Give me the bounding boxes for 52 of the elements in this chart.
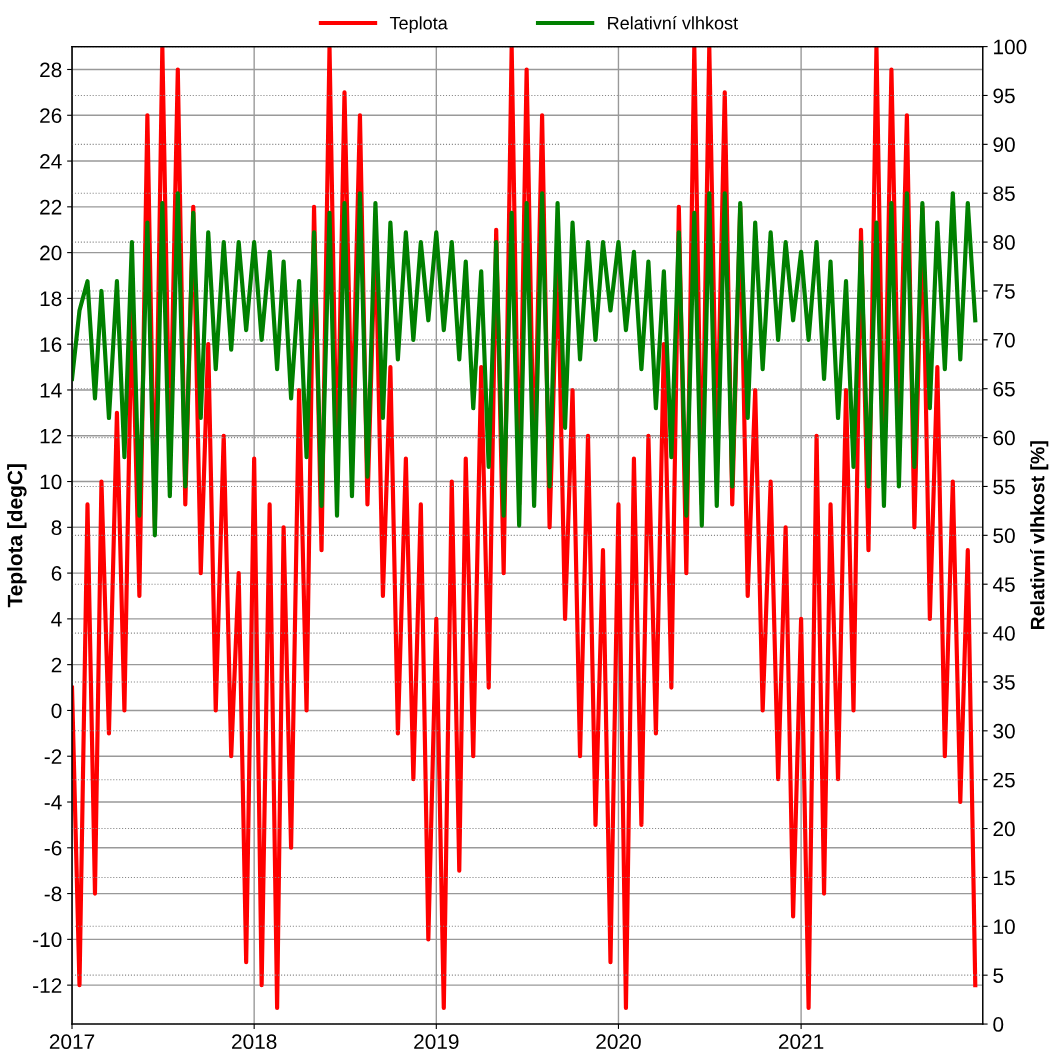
y2-tick-label: 40 bbox=[992, 626, 1015, 641]
y-tick-label: 0 bbox=[51, 703, 62, 719]
x-tick-label: 2019 bbox=[414, 1034, 459, 1050]
y-tick-label: -6 bbox=[44, 840, 62, 856]
y2-tick-label: 45 bbox=[992, 577, 1015, 592]
y-tick-label: 28 bbox=[40, 62, 62, 78]
y2-tick-label: 100 bbox=[994, 39, 1027, 55]
y2-tick-label: 95 bbox=[993, 88, 1015, 104]
x-tick-label: 2020 bbox=[596, 1034, 641, 1050]
y-tick-label: -12 bbox=[33, 978, 62, 993]
legend-label: Teplota bbox=[389, 16, 448, 34]
y2-axis-title: Relativní vlhkost [%] bbox=[1030, 441, 1049, 630]
y2-tick-label: 60 bbox=[993, 430, 1015, 446]
y-tick-label: 8 bbox=[51, 520, 62, 536]
y-tick-label: 10 bbox=[40, 474, 62, 490]
y2-tick-label: 65 bbox=[993, 381, 1015, 397]
x-tick-label: 2021 bbox=[778, 1034, 824, 1050]
y-tick-label: 20 bbox=[40, 245, 62, 261]
y-tick-label: -10 bbox=[33, 932, 62, 948]
y2-tick-label: 85 bbox=[993, 186, 1015, 201]
y-tick-label: -4 bbox=[44, 795, 62, 810]
y-tick-label: 14 bbox=[40, 383, 62, 398]
y2-tick-label: 10 bbox=[994, 919, 1015, 935]
y2-tick-label: 0 bbox=[993, 1017, 1004, 1032]
y-tick-label: 26 bbox=[40, 108, 62, 124]
y2-tick-label: 30 bbox=[993, 723, 1015, 739]
y2-tick-label: 75 bbox=[993, 284, 1015, 299]
y2-tick-label: 15 bbox=[994, 870, 1015, 886]
y2-tick-label: 55 bbox=[993, 479, 1015, 495]
y-tick-label: -8 bbox=[44, 886, 62, 902]
y-tick-label: 22 bbox=[40, 199, 62, 215]
y2-tick-label: 5 bbox=[993, 968, 1004, 983]
y-tick-label: 18 bbox=[40, 291, 62, 307]
x-tick-label: 2017 bbox=[49, 1034, 95, 1050]
y2-tick-label: 35 bbox=[993, 674, 1015, 690]
y-tick-label: -2 bbox=[44, 749, 62, 764]
y2-tick-label: 90 bbox=[993, 137, 1015, 153]
y-axis-title: Teplota [degC] bbox=[7, 464, 27, 608]
y-tick-label: 16 bbox=[40, 337, 62, 352]
y-tick-label: 12 bbox=[40, 428, 62, 444]
legend-label: Relativní vlhkost bbox=[608, 16, 738, 30]
y2-tick-label: 80 bbox=[993, 235, 1015, 250]
line-series bbox=[72, 191, 978, 538]
y2-tick-label: 20 bbox=[993, 821, 1015, 837]
y2-tick-label: 25 bbox=[993, 772, 1015, 788]
y2-tick-label: 70 bbox=[993, 332, 1015, 348]
y-tick-label: 6 bbox=[51, 566, 62, 581]
x-tick-label: 2018 bbox=[232, 1034, 277, 1050]
y-tick-label: 4 bbox=[51, 612, 62, 627]
y-tick-label: 2 bbox=[51, 657, 62, 673]
y-tick-label: 24 bbox=[40, 154, 62, 169]
y2-tick-label: 50 bbox=[993, 528, 1015, 544]
